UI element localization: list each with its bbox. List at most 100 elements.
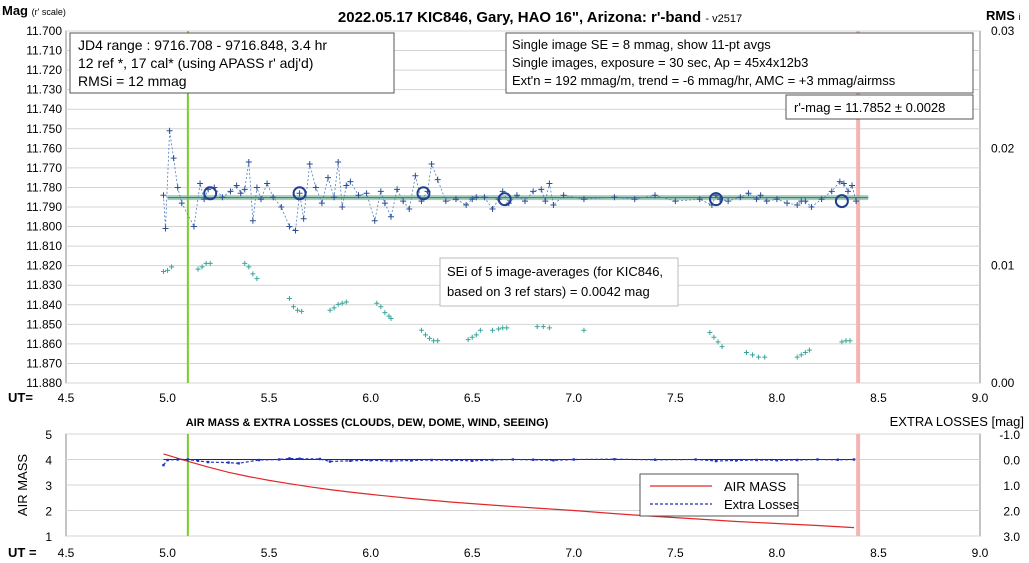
top-y-tick-label: 11.830	[26, 278, 62, 292]
extra-losses-point	[430, 458, 433, 462]
rmsi-point	[477, 327, 483, 333]
single-image-point	[278, 204, 285, 210]
rmsi-point	[290, 304, 296, 310]
single-image-point	[428, 160, 435, 167]
single-image-point	[170, 155, 177, 162]
rmsi-point	[473, 332, 479, 338]
top-x-tick-label: 7.0	[565, 391, 582, 405]
single-image-point	[773, 196, 780, 203]
extra-losses-point	[755, 458, 758, 462]
top-y-tick-label: 11.750	[26, 122, 62, 136]
info-box-right	[505, 32, 974, 94]
top-y-tick-label: 11.880	[26, 376, 62, 390]
rmsi-point	[798, 352, 804, 358]
rmsi-point	[254, 276, 260, 282]
single-image-point	[530, 188, 537, 195]
bottom-chart-title: AIR MASS & EXTRA LOSSES (CLOUDS, DEW, DO…	[186, 417, 549, 429]
info-box-left	[69, 32, 395, 94]
bottom-x-tick-label: 9.0	[972, 546, 989, 560]
rmsi-point	[246, 264, 252, 270]
rmsi-point	[195, 266, 201, 272]
top-y-tick-label: 11.840	[26, 298, 62, 312]
single-image-point	[292, 227, 299, 234]
legend-losses-label: Extra Losses	[724, 497, 800, 512]
bottom-y2-axis-label: EXTRA LOSSES [mag]	[890, 414, 1024, 429]
bottom-x-axis-label: UT =	[8, 545, 37, 560]
top-y-tick-label: 11.760	[26, 141, 62, 155]
single-image-point	[174, 184, 181, 191]
single-image-point	[611, 194, 618, 201]
extra-losses-point	[775, 459, 779, 462]
single-image-point	[339, 204, 346, 210]
rmsi-point	[540, 324, 546, 330]
extra-losses-point	[714, 459, 718, 463]
rmsi-point	[711, 334, 717, 340]
bottom-series	[162, 453, 856, 529]
single-image-point	[652, 192, 659, 199]
result-text: r'-mag = 11.7852 ± 0.0028	[794, 100, 945, 115]
rmsi-point	[435, 338, 441, 344]
top-y-tick-label: 11.850	[26, 317, 62, 331]
single-image-point	[201, 196, 208, 203]
top-x-tick-labels: 4.5 5.0 5.5 6.0 6.5 7.0 7.5 8.0 8.5 9.0	[58, 391, 989, 405]
image-average-series	[203, 186, 849, 209]
bottom-x-tick-label: 8.5	[870, 546, 887, 560]
single-image-point	[844, 188, 851, 195]
single-image-point	[469, 196, 476, 203]
result-box	[785, 94, 974, 120]
rmsi-point	[169, 264, 175, 270]
single-image-point	[794, 202, 801, 209]
bottom-gridlines	[65, 433, 981, 537]
single-image-point	[631, 196, 638, 203]
single-image-point	[335, 159, 342, 166]
single-image-point	[160, 192, 167, 199]
rmsi-point	[806, 347, 812, 353]
top-y-tick-label: 11.710	[26, 44, 62, 58]
extra-losses-point	[176, 458, 179, 461]
bottom-x-tick-label: 6.0	[362, 546, 379, 560]
single-image-point	[473, 194, 480, 201]
rmsi-point	[299, 308, 305, 314]
single-image-point	[745, 190, 752, 197]
rmsi-point	[762, 354, 768, 360]
single-image-point	[546, 180, 553, 187]
single-image-point	[560, 192, 567, 199]
rmsi-point	[743, 349, 749, 355]
image-average-circle	[203, 186, 218, 201]
single-image-point	[219, 194, 226, 201]
single-image-point	[672, 198, 679, 205]
top-y2-tick-label: 0.02	[991, 141, 1015, 155]
sei-annotation-box	[439, 257, 679, 307]
top-y-tick-label: 11.870	[26, 356, 62, 370]
rmsi-point	[374, 300, 380, 306]
image-average-circle	[292, 186, 307, 201]
bottom-y2-tick-label: 1.0	[1003, 479, 1020, 493]
rmsi-point	[418, 327, 424, 333]
image-average-circle	[834, 194, 849, 209]
single-image-point	[542, 198, 549, 205]
single-image-point	[166, 127, 173, 134]
single-image-point	[513, 192, 520, 199]
single-image-series	[160, 127, 860, 234]
extra-losses-point	[491, 458, 494, 462]
top-x-tick-label: 8.5	[870, 391, 887, 405]
single-image-point	[818, 196, 825, 203]
rmsi-point	[496, 326, 502, 332]
top-y2-tick-label: 0.03	[991, 24, 1015, 38]
single-image-point	[808, 204, 815, 210]
single-image-point	[233, 182, 240, 189]
rmsi-point	[295, 307, 301, 313]
rmsi-series	[160, 260, 853, 360]
rmsi-point	[504, 325, 510, 331]
single-image-point	[387, 213, 394, 220]
top-x-tick-label: 5.5	[261, 391, 278, 405]
bottom-y-tick-label: 5	[45, 428, 52, 442]
single-image-point	[737, 194, 744, 201]
extra-losses-point	[162, 463, 165, 467]
single-image-point	[412, 172, 419, 179]
single-image-point	[522, 198, 529, 205]
rmsi-point	[750, 352, 756, 358]
extra-losses-point	[328, 460, 332, 463]
extra-losses-point	[237, 462, 240, 465]
